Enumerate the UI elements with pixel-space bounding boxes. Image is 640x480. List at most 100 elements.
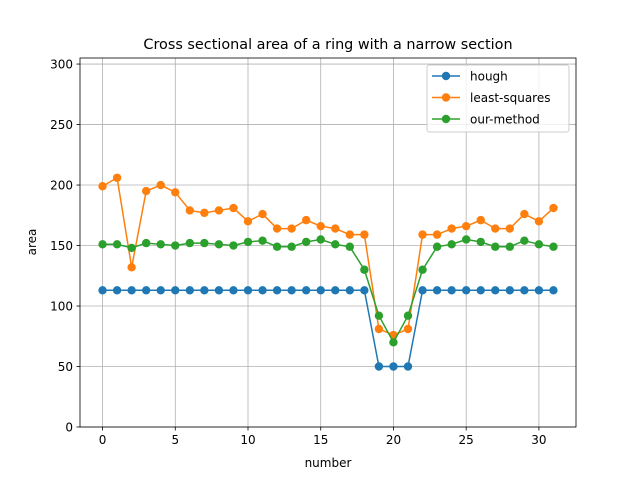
y-tick-label: 150: [50, 239, 73, 253]
data-point-hough: [461, 286, 471, 295]
series-hough: [98, 286, 558, 371]
data-point-least-squares: [301, 215, 311, 225]
x-tick-label: 10: [240, 433, 255, 447]
data-point-least-squares: [331, 224, 340, 233]
data-point-hough: [185, 286, 195, 295]
data-point-hough: [447, 286, 456, 295]
data-point-our-method: [272, 242, 282, 251]
data-point-hough: [141, 286, 151, 295]
data-point-hough: [112, 286, 122, 295]
data-point-our-method: [476, 237, 485, 247]
data-point-least-squares: [505, 224, 515, 233]
data-point-least-squares: [156, 180, 165, 190]
data-point-hough: [374, 362, 384, 371]
data-point-least-squares: [200, 208, 209, 218]
data-point-hough: [258, 286, 267, 295]
legend-entry: least-squares: [432, 91, 551, 105]
data-point-hough: [272, 286, 282, 295]
legend-label: least-squares: [470, 91, 551, 105]
data-point-least-squares: [403, 324, 413, 334]
series-our-method: [98, 235, 558, 347]
data-point-hough: [491, 286, 500, 295]
data-point-our-method: [345, 242, 355, 251]
data-point-hough: [360, 286, 369, 295]
data-point-least-squares: [432, 230, 442, 239]
data-point-our-method: [491, 242, 500, 251]
y-tick-label: 200: [50, 178, 73, 192]
data-point-our-method: [112, 240, 122, 249]
data-point-hough: [156, 286, 165, 295]
data-point-our-method: [301, 237, 311, 247]
data-point-our-method: [156, 240, 165, 249]
x-tick-label: 5: [171, 433, 179, 447]
data-point-least-squares: [171, 188, 180, 197]
data-point-hough: [505, 286, 515, 295]
data-point-hough: [534, 286, 544, 295]
data-point-least-squares: [418, 230, 427, 239]
data-point-least-squares: [447, 224, 456, 233]
data-point-hough: [127, 286, 136, 295]
legend-marker: [441, 93, 451, 102]
data-point-hough: [200, 286, 209, 295]
data-point-least-squares: [491, 224, 500, 233]
chart-title: Cross sectional area of a ring with a na…: [143, 37, 512, 53]
data-point-least-squares: [141, 186, 151, 196]
legend: hough least-squares our-method: [426, 64, 570, 133]
data-point-hough: [301, 286, 311, 295]
series-group: [98, 173, 558, 371]
data-point-least-squares: [520, 209, 529, 219]
data-point-least-squares: [534, 217, 544, 226]
data-point-least-squares: [127, 263, 136, 272]
data-point-least-squares: [214, 206, 224, 215]
data-point-our-method: [287, 242, 296, 251]
data-point-least-squares: [185, 206, 195, 215]
data-point-our-method: [200, 238, 209, 248]
legend-marker: [441, 114, 451, 124]
data-point-hough: [403, 362, 413, 371]
data-point-least-squares: [258, 209, 267, 219]
data-point-our-method: [505, 242, 515, 251]
data-point-hough: [549, 286, 558, 295]
data-point-our-method: [258, 236, 267, 245]
data-point-least-squares: [243, 217, 253, 226]
data-point-hough: [418, 286, 427, 295]
legend-entry: hough: [432, 69, 508, 83]
data-point-our-method: [418, 265, 427, 274]
legend-frame: [426, 64, 570, 133]
data-point-least-squares: [98, 182, 107, 191]
data-point-our-method: [229, 241, 238, 250]
data-point-hough: [98, 286, 107, 295]
data-point-least-squares: [476, 215, 485, 225]
x-tick-label: 20: [386, 433, 401, 447]
y-tick-label: 100: [50, 299, 73, 313]
y-tick-label: 0: [65, 420, 73, 434]
x-tick-label: 25: [459, 433, 474, 447]
data-point-our-method: [447, 240, 456, 249]
data-point-our-method: [549, 242, 558, 251]
y-tick-label: 50: [58, 360, 73, 374]
data-point-hough: [476, 286, 485, 295]
series-least-squares: [98, 173, 558, 340]
plot-area-frame: [79, 57, 577, 428]
data-point-hough: [214, 286, 224, 295]
data-point-hough: [520, 286, 529, 295]
legend-label: our-method: [470, 112, 540, 126]
data-point-our-method: [389, 338, 398, 347]
data-point-least-squares: [374, 324, 384, 334]
data-point-our-method: [461, 235, 471, 244]
data-point-hough: [287, 286, 296, 295]
data-point-least-squares: [272, 224, 282, 233]
data-point-hough: [389, 362, 398, 371]
x-axis-label: number: [305, 456, 352, 470]
data-point-least-squares: [316, 221, 325, 231]
legend-label: hough: [470, 69, 508, 83]
data-point-hough: [331, 286, 340, 295]
data-point-least-squares: [345, 230, 355, 239]
data-point-least-squares: [287, 224, 296, 233]
data-point-our-method: [243, 237, 253, 247]
data-point-our-method: [185, 238, 195, 248]
data-point-hough: [229, 286, 238, 295]
data-point-our-method: [374, 311, 384, 320]
